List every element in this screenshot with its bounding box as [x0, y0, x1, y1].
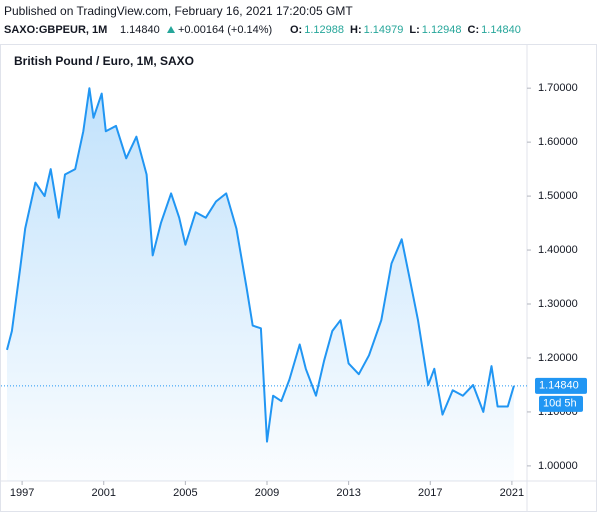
symbol: SAXO:GBPEUR, 1M — [4, 24, 107, 36]
up-arrow — [167, 26, 175, 33]
y-tick-label: 1.60000 — [538, 136, 578, 148]
x-tick-label: 2005 — [173, 487, 197, 499]
ohlc-key: L: — [409, 24, 419, 36]
ohlc-key: O: — [290, 24, 302, 36]
x-tick-label: 2001 — [91, 487, 115, 499]
y-tick-label: 1.70000 — [538, 82, 578, 94]
legend-line: SAXO:GBPEUR, 1M 1.14840 +0.00164 (+0.14%… — [4, 24, 272, 36]
y-tick-label: 1.50000 — [538, 190, 578, 202]
countdown-box — [539, 395, 583, 412]
x-tick-label: 2013 — [336, 487, 360, 499]
y-tick-label: 1.20000 — [538, 352, 578, 364]
published-note: Published on TradingView.com, February 1… — [4, 4, 353, 18]
ohlc-value: 1.14979 — [364, 24, 404, 36]
x-tick-label: 1997 — [10, 487, 34, 499]
area-fill — [7, 88, 514, 481]
last-price-label: 1.14840 — [539, 380, 579, 392]
y-tick-label: 1.30000 — [538, 298, 578, 310]
ohlc-key: C: — [468, 24, 480, 36]
ohlc-key: H: — [350, 24, 362, 36]
change: +0.00164 (+0.14%) — [178, 24, 272, 36]
x-tick-label: 2017 — [418, 487, 442, 499]
chart-title: British Pound / Euro, 1M, SAXO — [14, 54, 194, 68]
x-tick-label: 2009 — [255, 487, 279, 499]
last-price-box — [535, 377, 587, 394]
ohlc-value: 1.12948 — [422, 24, 462, 36]
y-tick-label: 1.00000 — [538, 460, 578, 472]
x-tick-label: 2021 — [500, 487, 524, 499]
price: 1.14840 — [120, 24, 160, 36]
ohlc-value: 1.12988 — [304, 24, 344, 36]
ohlc-value: 1.14840 — [481, 24, 521, 36]
price-line — [6, 87, 515, 443]
y-tick-label: 1.40000 — [538, 244, 578, 256]
countdown: 10d 5h — [543, 398, 577, 410]
